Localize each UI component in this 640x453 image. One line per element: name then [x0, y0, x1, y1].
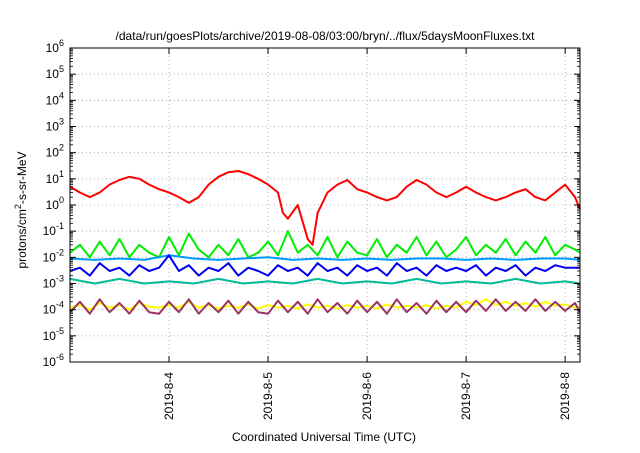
series-line-7	[69, 298, 581, 315]
y-tick-label: 10-4	[43, 300, 64, 317]
y-tick-label: 102	[46, 143, 64, 160]
y-tick-label-base: 10	[46, 93, 60, 107]
y-tick-label-base: 10	[43, 303, 57, 317]
y-tick-label: 106	[46, 38, 64, 55]
x-tick-label: 2019-8-5	[261, 372, 275, 420]
y-tick-label: 10-3	[43, 274, 64, 291]
x-tick-label: 2019-8-4	[162, 372, 176, 420]
y-axis-title-sup: 2	[13, 204, 23, 209]
y-tick-label-exp: 0	[59, 195, 64, 205]
x-tick-label: 2019-8-6	[360, 372, 374, 420]
y-tick-label: 103	[46, 117, 64, 134]
y-tick-label-base: 10	[46, 67, 60, 81]
y-tick-label-base: 10	[46, 198, 60, 212]
y-tick-label-base: 10	[43, 224, 57, 238]
y-tick-label-base: 10	[43, 329, 57, 343]
y-tick-label-exp: 3	[59, 117, 64, 127]
x-tick-label: 2019-8-8	[558, 372, 572, 420]
y-tick-label: 10-2	[43, 247, 64, 264]
series-line-4	[69, 254, 580, 277]
y-tick-label-base: 10	[43, 277, 57, 291]
y-tick-label-base: 10	[46, 146, 60, 160]
y-tick-label: 10-1	[43, 221, 64, 238]
y-tick-label: 100	[46, 195, 64, 212]
y-tick-label-base: 10	[46, 172, 60, 186]
series-line-1	[69, 170, 581, 246]
y-tick-label-base: 10	[43, 250, 57, 264]
series-line-2	[69, 230, 581, 259]
series-line-5	[69, 277, 581, 285]
y-tick-label-base: 10	[43, 355, 57, 369]
y-tick-label-exp: 1	[59, 169, 64, 179]
y-tick-label-base: 10	[46, 41, 60, 55]
y-tick-label-exp: -4	[56, 300, 64, 310]
chart-title: /data/run/goesPlots/archive/2019-08-08/0…	[116, 29, 536, 43]
y-tick-label-exp: 6	[59, 38, 64, 48]
y-tick-label: 105	[46, 64, 64, 81]
y-tick-label-exp: -6	[56, 352, 64, 362]
y-tick-label: 10-5	[43, 326, 64, 343]
y-axis-title-base: protons/cm	[15, 209, 29, 268]
y-tick-label-exp: 5	[59, 64, 64, 74]
y-tick-label-exp: 4	[59, 90, 64, 100]
y-tick-label-exp: 2	[59, 143, 64, 153]
y-axis-title-rest: -s-sr-MeV	[15, 151, 29, 204]
y-tick-label-exp: -1	[56, 221, 64, 231]
series-layer	[69, 170, 581, 315]
x-axis-title: Coordinated Universal Time (UTC)	[232, 430, 416, 444]
y-tick-label-base: 10	[46, 120, 60, 134]
y-tick-label: 10-6	[43, 352, 64, 369]
y-tick-label: 101	[46, 169, 64, 186]
y-tick-label-exp: -3	[56, 274, 64, 284]
grid-layer	[70, 48, 580, 362]
x-tick-label: 2019-8-7	[459, 372, 473, 420]
y-tick-label-exp: -5	[56, 326, 64, 336]
y-tick-label: 104	[46, 90, 64, 107]
series-line-3	[69, 254, 581, 261]
y-axis-title: protons/cm2-s-sr-MeV	[13, 151, 29, 268]
tick-layer: 10-610-510-410-310-210-11001011021031041…	[43, 38, 580, 420]
y-tick-label-exp: -2	[56, 247, 64, 257]
